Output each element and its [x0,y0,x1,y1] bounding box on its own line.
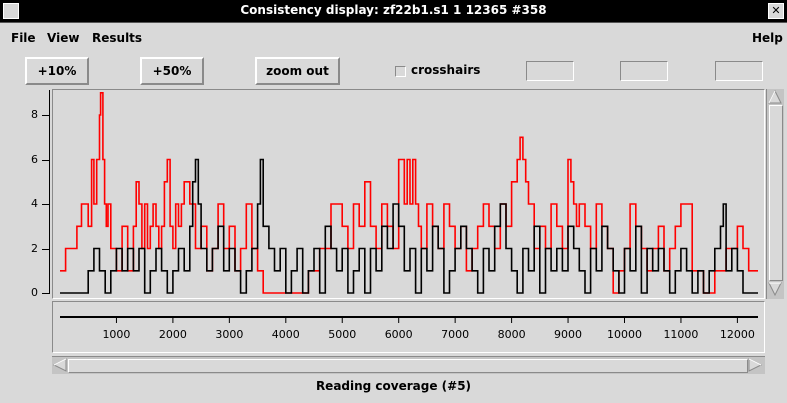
x-tick-label: 5000 [328,328,356,341]
x-tick-label: 11000 [663,328,698,341]
menu-view[interactable]: View [47,31,80,45]
plot-area[interactable] [52,89,765,299]
horizontal-scroll-thumb[interactable] [68,359,748,373]
close-icon: ✕ [771,4,781,17]
y-tick-label: 6 [31,152,38,166]
y-tick-mark [42,204,50,205]
y-tick-label: 2 [31,241,38,255]
scroll-right-arrow-icon[interactable] [747,357,763,373]
x-tick-label: 2000 [159,328,187,341]
vertical-scrollbar[interactable] [766,89,784,299]
y-tick-mark [42,248,50,250]
x-tick-label: 10000 [607,328,642,341]
scroll-down-arrow-icon[interactable] [767,281,783,297]
x-tick-label: 4000 [272,328,300,341]
scroll-up-arrow-icon[interactable] [767,89,783,105]
readout-field-1 [526,61,574,81]
window-title: Consistency display: zf22b1.s1 1 12365 #… [240,3,547,17]
y-tick-label: 8 [31,108,38,121]
coverage-series-2 [60,158,758,294]
vertical-scroll-thumb[interactable] [769,105,783,281]
menu-file[interactable]: File [11,31,36,45]
x-tick-label: 3000 [215,328,243,341]
x-tick-label: 7000 [441,328,469,341]
plot-caption: Reading coverage (#5) [315,379,472,393]
menu-help[interactable]: Help [752,31,783,45]
crosshairs-checkbox[interactable] [395,66,406,77]
window-titlebar: Consistency display: zf22b1.s1 1 12365 #… [0,0,787,23]
coverage-plot[interactable] [53,90,764,298]
y-tick-mark [42,293,50,294]
scroll-left-arrow-icon[interactable] [52,357,68,373]
menubar: File View Results Help [0,23,787,53]
readout-field-2 [620,61,668,81]
menu-results[interactable]: Results [92,31,143,45]
x-tick-label: 12000 [720,328,755,341]
y-axis-line [49,90,50,294]
horizontal-scrollbar[interactable] [52,356,765,374]
x-axis: 1000 2000 3000 4000 5000 6000 7000 8000 9000 1000… [60,316,758,341]
y-tick-label: 0 [31,286,38,299]
readout-field-3 [715,61,763,81]
x-tick-label: 8000 [498,328,526,341]
x-tick-label: 9000 [554,328,582,341]
zoom-50-button[interactable]: +50% [140,57,204,85]
y-tick-label: 4 [31,197,38,210]
close-button[interactable]: ✕ [768,3,784,19]
y-tick-mark [42,159,50,161]
crosshairs-label: crosshairs [411,63,481,77]
toolbar: +10% +50% zoom out crosshairs [0,53,787,89]
zoom-out-button[interactable]: zoom out [255,57,340,85]
zoom-10-button[interactable]: +10% [25,57,89,85]
window-menu-button[interactable] [3,3,19,19]
x-tick-label: 1000 [102,328,130,341]
y-tick-mark [42,115,50,116]
x-tick-label: 6000 [385,328,413,341]
x-axis-panel: 1000 2000 3000 4000 5000 6000 7000 8000 9000 1000… [52,301,765,353]
